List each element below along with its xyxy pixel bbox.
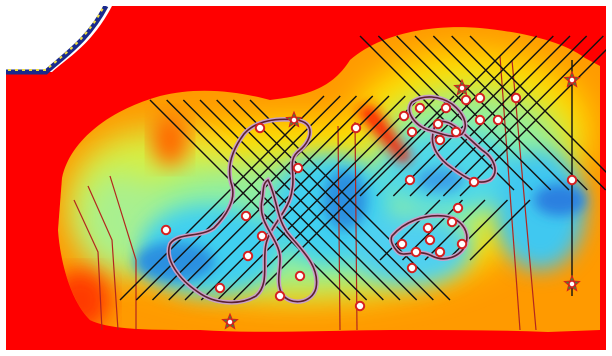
grid-line: [359, 35, 515, 191]
grid-line: [379, 199, 441, 261]
circle-marker: [404, 174, 416, 186]
grid-line: [432, 35, 588, 191]
grid-line: [442, 35, 604, 197]
circle-marker: [432, 118, 444, 130]
circle-marker: [354, 300, 366, 312]
circle-marker: [160, 224, 172, 236]
contour-path: [408, 96, 467, 137]
grid-line: [199, 99, 401, 301]
circle-marker: [350, 122, 362, 134]
circle-marker: [414, 102, 426, 114]
circle-marker: [254, 122, 266, 134]
circle-marker: [226, 318, 234, 326]
grid-line: [152, 95, 357, 301]
circle-marker: [566, 174, 578, 186]
circle-marker: [406, 126, 418, 138]
grid-line: [469, 35, 612, 179]
circle-marker: [474, 92, 486, 104]
top-left-boundary: [6, 4, 112, 75]
circle-marker: [406, 262, 418, 274]
grid-line: [424, 199, 486, 261]
grid-line: [216, 99, 418, 301]
grid-line: [409, 35, 571, 197]
vertical-line: [73, 199, 103, 331]
grid-line: [168, 95, 374, 301]
circle-marker: [424, 234, 436, 246]
circle-marker: [458, 84, 466, 92]
vertical-line: [337, 125, 341, 331]
contour-path: [431, 120, 496, 183]
circle-marker: [256, 230, 268, 242]
grid-line: [377, 35, 533, 191]
circle-marker: [240, 210, 252, 222]
circle-marker: [422, 222, 434, 234]
grid-line: [149, 99, 351, 301]
contour-path: [167, 118, 311, 304]
circle-marker: [434, 134, 446, 146]
grid-line: [217, 95, 422, 301]
grid-line: [232, 99, 434, 301]
circle-marker: [450, 126, 462, 138]
circle-marker: [510, 92, 522, 104]
circle-marker: [274, 290, 286, 302]
circle-marker: [398, 110, 410, 122]
vertical-line: [87, 185, 119, 331]
circle-marker: [456, 238, 468, 250]
grid-line: [376, 35, 538, 197]
circle-marker: [460, 94, 472, 106]
grid-line: [392, 35, 554, 197]
circle-marker: [568, 76, 576, 84]
grid-line: [249, 95, 455, 301]
vertical-line: [109, 175, 137, 330]
circle-marker: [242, 250, 254, 262]
circle-marker: [468, 176, 480, 188]
contour-path: [390, 214, 468, 260]
grid-line: [182, 99, 384, 301]
markers[interactable]: [160, 70, 581, 330]
vertical-lines: [73, 55, 537, 331]
circle-marker: [474, 114, 486, 126]
vertical-line: [354, 121, 358, 331]
grid-line: [459, 43, 612, 197]
circle-marker: [446, 216, 458, 228]
grid-line: [396, 35, 552, 191]
circle-marker: [410, 246, 422, 258]
grid-line: [414, 35, 570, 191]
circle-marker: [440, 102, 452, 114]
circle-marker: [452, 202, 464, 214]
grid-line: [166, 99, 368, 301]
grid-line: [200, 95, 406, 301]
grid-line: [135, 95, 341, 301]
grid-line: [451, 35, 607, 191]
circle-marker: [434, 246, 446, 258]
grid-line: [233, 95, 439, 301]
grid-lines: [119, 35, 612, 301]
grid-line: [447, 199, 508, 261]
circle-marker: [292, 162, 304, 174]
grid-line: [469, 199, 531, 261]
vertical-line: [499, 55, 521, 331]
vertical-line: [511, 59, 537, 331]
circle-marker: [290, 116, 298, 124]
circle-marker: [214, 282, 226, 294]
grid-line: [119, 95, 325, 301]
circle-marker: [568, 280, 576, 288]
circle-marker: [492, 114, 504, 126]
circle-marker: [396, 238, 408, 250]
circle-marker: [294, 270, 306, 282]
